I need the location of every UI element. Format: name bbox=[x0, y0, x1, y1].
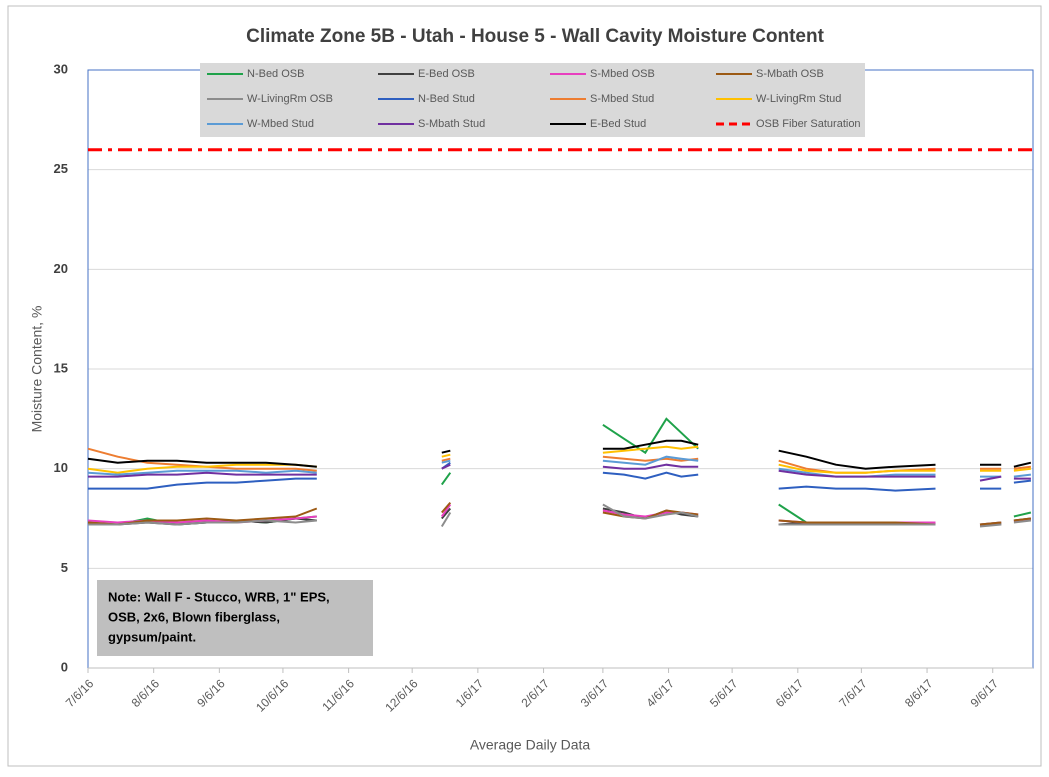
series-line bbox=[87, 501, 1032, 526]
y-tick-label: 25 bbox=[54, 161, 68, 176]
legend-label: E-Bed Stud bbox=[590, 118, 646, 130]
note-text: OSB, 2x6, Blown fiberglass, bbox=[108, 609, 280, 624]
y-tick-label: 0 bbox=[61, 659, 68, 674]
y-tick-label: 10 bbox=[54, 460, 68, 475]
y-tick-label: 15 bbox=[54, 360, 68, 375]
series-line bbox=[87, 445, 1032, 474]
legend-label: S-Mbed Stud bbox=[590, 93, 654, 105]
legend-label: W-LivingRm OSB bbox=[247, 93, 333, 105]
y-tick-label: 20 bbox=[54, 261, 68, 276]
legend-box bbox=[200, 63, 865, 137]
series-line bbox=[88, 503, 1032, 528]
legend-label: S-Mbath Stud bbox=[418, 118, 485, 130]
legend-label: W-LivingRm Stud bbox=[756, 93, 841, 105]
legend-label: E-Bed OSB bbox=[418, 68, 475, 80]
series-line bbox=[88, 463, 1031, 482]
y-tick-label: 5 bbox=[61, 560, 68, 575]
legend-label: N-Bed Stud bbox=[418, 93, 475, 105]
legend-label: S-Mbath OSB bbox=[756, 68, 824, 80]
legend-label: N-Bed OSB bbox=[247, 68, 304, 80]
y-axis-label: Moisture Content, % bbox=[29, 306, 45, 433]
x-axis-label: Average Daily Data bbox=[470, 737, 591, 753]
legend-label: OSB Fiber Saturation bbox=[756, 118, 861, 130]
series-line bbox=[87, 439, 1032, 470]
legend-label: W-Mbed Stud bbox=[247, 118, 314, 130]
y-tick-label: 30 bbox=[54, 61, 68, 76]
note-text: gypsum/paint. bbox=[108, 629, 196, 644]
note-text: Note: Wall F - Stucco, WRB, 1" EPS, bbox=[108, 589, 330, 604]
legend-label: S-Mbed OSB bbox=[590, 68, 655, 80]
note-box bbox=[97, 580, 373, 656]
chart-title: Climate Zone 5B - Utah - House 5 - Wall … bbox=[246, 26, 824, 47]
